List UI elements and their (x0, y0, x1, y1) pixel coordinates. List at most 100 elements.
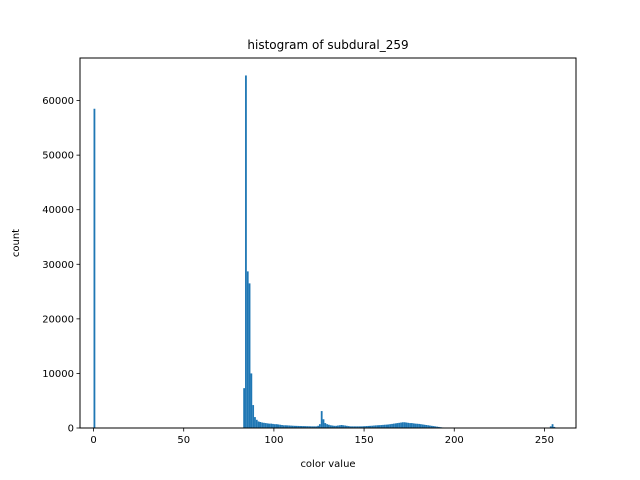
x-tick-label: 100 (264, 435, 283, 446)
y-axis-ticks: 0 10000 20000 30000 40000 50000 60000 (42, 96, 80, 435)
histogram-bar (385, 424, 388, 428)
histogram-bar (405, 422, 408, 428)
histogram-bar (286, 425, 289, 428)
histogram-bar (409, 423, 411, 428)
histogram-bar (394, 423, 397, 428)
chart-title: histogram of subdural_259 (247, 38, 408, 52)
histogram-bar (315, 426, 318, 428)
histogram-bar (344, 425, 347, 428)
histogram-bar (272, 423, 274, 428)
histogram-bar (358, 426, 361, 428)
histogram-bar (308, 426, 310, 428)
histogram-bar (275, 424, 278, 428)
histogram-bar (427, 425, 429, 428)
histogram-bar (400, 422, 402, 428)
histogram-bar (304, 426, 307, 428)
x-axis-label: color value (300, 459, 355, 470)
histogram-bar (419, 424, 422, 428)
histogram-bar (382, 424, 384, 428)
histogram-bar (549, 426, 552, 428)
histogram-bar (254, 417, 256, 428)
y-tick-label: 10000 (42, 369, 74, 380)
histogram-bar (351, 426, 354, 428)
histogram-bar (268, 423, 271, 428)
histogram-bar (396, 423, 399, 428)
histogram-bar (383, 424, 386, 428)
y-tick-label: 60000 (42, 96, 74, 107)
plot-frame (79, 57, 577, 429)
histogram-bar (416, 423, 419, 428)
histogram-bar (353, 426, 356, 428)
histogram-bar (376, 425, 379, 428)
histogram-bars (93, 75, 556, 429)
histogram-bar (347, 426, 350, 428)
histogram-bar (246, 271, 249, 428)
x-tick-label: 250 (535, 435, 554, 446)
histogram-bar (430, 425, 433, 428)
histogram-bar (277, 424, 280, 428)
histogram-bar (333, 425, 336, 428)
x-tick-label: 200 (445, 435, 464, 446)
histogram-bar (438, 426, 440, 428)
histogram-bar (299, 425, 301, 428)
histogram-bar (261, 422, 264, 428)
histogram-bar (324, 423, 327, 428)
histogram-bar (331, 425, 334, 428)
histogram-bar (414, 423, 417, 428)
histogram-bar (389, 424, 392, 428)
histogram-bar (318, 424, 321, 428)
y-tick-label: 40000 (42, 205, 74, 216)
histogram-bar (311, 426, 314, 428)
histogram-bar (391, 423, 393, 428)
histogram-bar (288, 425, 291, 428)
histogram-bar (329, 425, 332, 428)
histogram-bar (432, 426, 435, 428)
histogram-bar (340, 425, 343, 428)
histogram-bar (364, 426, 366, 428)
histogram-bar (360, 426, 363, 428)
histogram-bar (264, 423, 267, 428)
histogram-bar (374, 425, 377, 428)
histogram-bar (403, 422, 406, 428)
histogram-bar (279, 424, 282, 428)
histogram-bar (346, 425, 348, 428)
histogram-bar (322, 419, 325, 428)
histogram-bar (295, 425, 298, 428)
histogram-bar (297, 425, 300, 428)
histogram-bar (356, 426, 359, 428)
histogram-bar (429, 425, 431, 428)
histogram-bar (290, 425, 292, 428)
histogram-bar (300, 426, 303, 428)
y-tick-label: 0 (68, 424, 74, 435)
histogram-bar (245, 75, 247, 429)
x-tick-label: 50 (177, 435, 190, 446)
histogram-bar (365, 426, 368, 428)
histogram-bar (373, 425, 375, 428)
y-tick-label: 30000 (42, 260, 74, 271)
histogram-bar (252, 405, 255, 428)
histogram-bar (421, 424, 424, 428)
histogram-bar (335, 425, 338, 428)
histogram-bar (410, 423, 413, 428)
histogram-bar (425, 425, 428, 428)
y-tick-label: 20000 (42, 314, 74, 325)
histogram-bar (387, 424, 390, 428)
histogram-bar (284, 425, 287, 428)
x-tick-label: 150 (355, 435, 374, 446)
histogram-bar (371, 425, 374, 428)
x-tick-label: 0 (90, 435, 96, 446)
histogram-bar (398, 422, 401, 428)
histogram-bar (337, 425, 339, 428)
histogram-bar (243, 388, 246, 428)
histogram-bar (291, 425, 294, 428)
histogram-bar (401, 422, 404, 428)
histogram-bar (380, 425, 383, 428)
histogram-bar (313, 426, 316, 428)
histogram-bar (250, 373, 253, 428)
histogram-bar (553, 426, 556, 428)
histogram-bar (306, 426, 309, 428)
histogram-bar (367, 425, 370, 428)
histogram-bar (257, 421, 260, 428)
histogram-bar (302, 426, 305, 428)
